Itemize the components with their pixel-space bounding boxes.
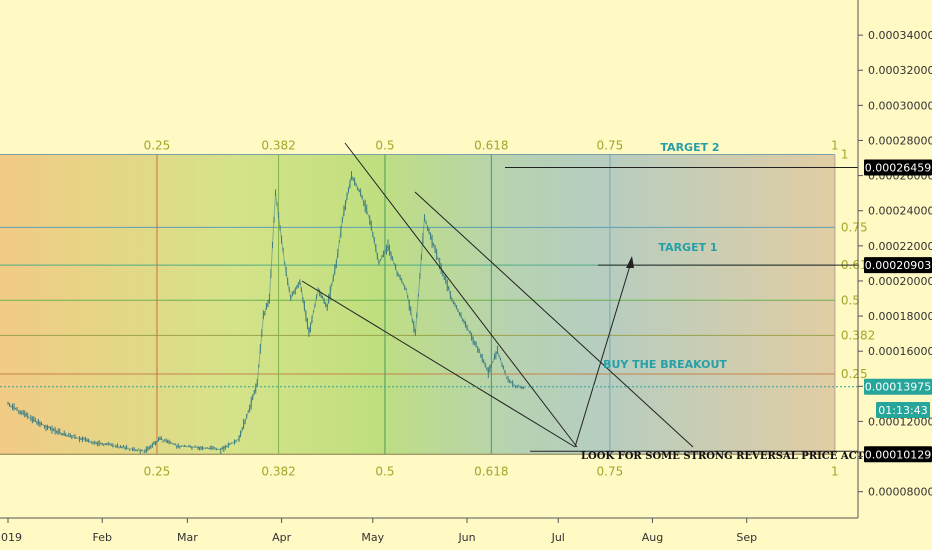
- fib-h-label: 0.5: [841, 293, 860, 307]
- buy-breakout-label: BUY THE BREAKOUT: [603, 358, 727, 371]
- fib-v-label-top: 0.75: [597, 139, 624, 153]
- price-tag: [864, 159, 932, 176]
- price-tags: 0.000264590.000209030.0001397501:13:430.…: [864, 159, 932, 463]
- fib-v-label-bottom: 0.75: [597, 464, 624, 478]
- annotations: TARGET 2 TARGET 1 BUY THE BREAKOUT LOOK …: [581, 141, 887, 462]
- x-tick-label: Mar: [177, 531, 198, 544]
- y-tick-label: 0.00022000: [868, 240, 932, 253]
- fib-vertical-levels: 0.25 0.25 0.382 0.382 0.5 0.5 0.618 0.618 0.75 0.…: [144, 139, 839, 479]
- x-tick-label: Sep: [736, 531, 757, 544]
- x-tick-label: Jul: [551, 531, 565, 544]
- x-tick-label: Jun: [457, 531, 475, 544]
- price-tag-label: 0.00020903: [865, 259, 931, 272]
- fib-v-label-bottom: 0.618: [474, 464, 508, 478]
- outer-trend-line: [414, 191, 694, 448]
- price-tag-label: 01:13:43: [878, 404, 927, 417]
- fib-v-label-top: 0.5: [375, 139, 394, 153]
- price-tag-label: 0.00013975: [865, 381, 931, 394]
- y-tick-label: 0.00034000: [868, 29, 932, 42]
- price-tag-label: 0.00026459: [865, 162, 931, 175]
- wedge-upper-line: [344, 142, 578, 448]
- price-line: [7, 174, 525, 452]
- price-tag: [864, 257, 932, 274]
- price-tag: [876, 402, 930, 419]
- price-tag: [864, 446, 932, 463]
- target2-label: TARGET 2: [660, 141, 719, 154]
- price-tag-label: 0.00010129: [865, 448, 931, 461]
- x-tick-label: May: [361, 531, 384, 544]
- fib-h-label: 1: [841, 148, 849, 162]
- trend-drawings: [0, 142, 858, 452]
- fib-v-label-bottom: 0.25: [144, 464, 171, 478]
- fib-v-label-bottom: 0.382: [261, 464, 295, 478]
- price-tag: [864, 378, 932, 395]
- wedge-lower-line: [301, 280, 576, 448]
- fib-v-label-bottom: 1: [831, 464, 839, 478]
- fib-h-label: 0.25: [841, 367, 868, 381]
- y-tick-label: 0.00032000: [868, 64, 932, 77]
- fib-h-label: 0.75: [841, 220, 868, 234]
- y-tick-label: 0.00028000: [868, 134, 932, 147]
- fib-v-label-top: 0.382: [261, 139, 295, 153]
- x-tick-label: Feb: [92, 531, 111, 544]
- y-tick-label: 0.00020000: [868, 275, 932, 288]
- x-tick-label: Aug: [642, 531, 663, 544]
- price-series: [7, 171, 525, 455]
- reversal-label: LOOK FOR SOME STRONG REVERSAL PRICE ACTI…: [581, 451, 887, 462]
- target1-label: TARGET 1: [658, 241, 717, 254]
- fib-v-label-top: 0.25: [144, 139, 171, 153]
- fib-v-label-top: 0.618: [474, 139, 508, 153]
- breakout-arrow-line: [574, 258, 633, 448]
- y-tick-label: 0.00024000: [868, 205, 932, 218]
- fib-v-label-top: 1: [831, 139, 839, 153]
- x-tick-label: 2019: [0, 531, 22, 544]
- y-tick-label: 0.00016000: [868, 345, 932, 358]
- y-tick-label: 0.00008000: [868, 486, 932, 499]
- fib-v-label-bottom: 0.5: [375, 464, 394, 478]
- time-axis[interactable]: 2019 Feb Mar Apr May Jun Jul Aug Sep: [0, 517, 858, 544]
- y-tick-label: 0.00030000: [868, 99, 932, 112]
- y-tick-label: 0.00012000: [868, 415, 932, 428]
- y-tick-label: 0.00018000: [868, 310, 932, 323]
- arrow-head-icon: [626, 256, 634, 268]
- x-tick-label: Apr: [272, 531, 292, 544]
